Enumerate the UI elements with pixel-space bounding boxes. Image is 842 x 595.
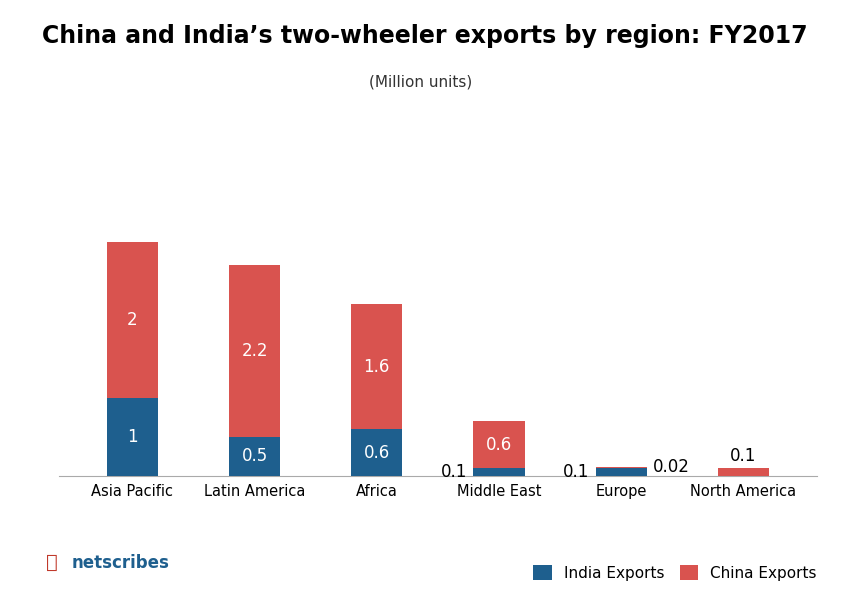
Bar (229, 265, 280, 437)
Text: 0.6: 0.6 (486, 436, 512, 454)
Bar (351, 304, 402, 429)
Text: 0.02: 0.02 (653, 458, 690, 477)
Bar (351, 429, 402, 476)
Text: 2: 2 (127, 311, 137, 329)
Text: 1: 1 (127, 428, 137, 446)
Text: Ⓝ: Ⓝ (46, 553, 58, 572)
Text: 2.2: 2.2 (242, 342, 268, 360)
Text: 1.6: 1.6 (364, 358, 390, 375)
Bar (107, 242, 158, 398)
Bar (595, 468, 647, 476)
Text: 0.1: 0.1 (730, 447, 757, 465)
Text: netscribes: netscribes (72, 555, 169, 572)
Legend: India Exports, China Exports: India Exports, China Exports (533, 565, 817, 581)
Text: 0.1: 0.1 (440, 463, 467, 481)
Text: China and India’s two-wheeler exports by region: FY2017: China and India’s two-wheeler exports by… (42, 24, 807, 48)
Bar (473, 421, 525, 468)
Text: 0.5: 0.5 (242, 447, 268, 465)
Bar (229, 437, 280, 476)
Bar (107, 398, 158, 476)
Text: 0.1: 0.1 (563, 463, 589, 481)
Text: (Million units): (Million units) (370, 74, 472, 89)
Bar (473, 468, 525, 476)
Bar (717, 468, 769, 476)
Bar (595, 466, 647, 468)
Text: 0.6: 0.6 (364, 443, 390, 462)
